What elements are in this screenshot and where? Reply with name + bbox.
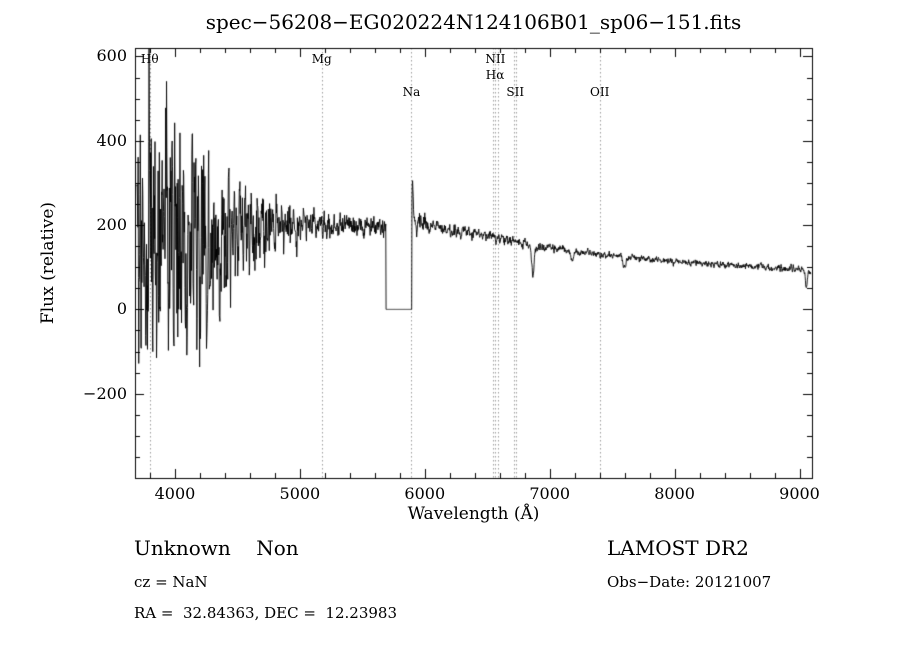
- y-tick-label: 0: [116, 299, 127, 319]
- spectral-line-label: Hθ: [140, 52, 159, 66]
- spectral-line-label: NII: [485, 52, 506, 66]
- x-tick-label: 7000: [529, 484, 571, 503]
- x-tick-label: 8000: [654, 484, 695, 503]
- spectral-line-label: SII: [506, 85, 525, 99]
- cz-text: cz = NaN: [134, 573, 208, 591]
- classification-text: Unknown Non: [134, 536, 299, 560]
- ra-dec-text: RA = 32.84363, DEC = 12.23983: [134, 604, 398, 622]
- y-tick-label: 600: [96, 46, 127, 66]
- y-tick-label: 200: [96, 215, 127, 235]
- obs-date-text: Obs−Date: 20121007: [607, 573, 772, 591]
- x-tick-label: 6000: [404, 484, 446, 503]
- spectral-line-label: Hα: [485, 68, 505, 82]
- survey-text: LAMOST DR2: [607, 536, 749, 560]
- spectral-line-label: OII: [589, 85, 610, 99]
- y-tick-label: 400: [96, 130, 127, 150]
- spectral-line-label: Na: [402, 85, 421, 99]
- y-axis-title: Flux (relative): [38, 201, 58, 325]
- x-tick-label: 5000: [279, 484, 321, 503]
- y-tick-label: −200: [83, 383, 127, 403]
- x-tick-label: 9000: [779, 484, 820, 503]
- x-tick-label: 4000: [154, 484, 196, 503]
- spectral-line-label: Mg: [311, 52, 332, 66]
- plot-title: spec−56208−EG020224N124106B01_sp06−151.f…: [205, 10, 742, 34]
- x-axis-title: Wavelength (Å): [407, 504, 540, 524]
